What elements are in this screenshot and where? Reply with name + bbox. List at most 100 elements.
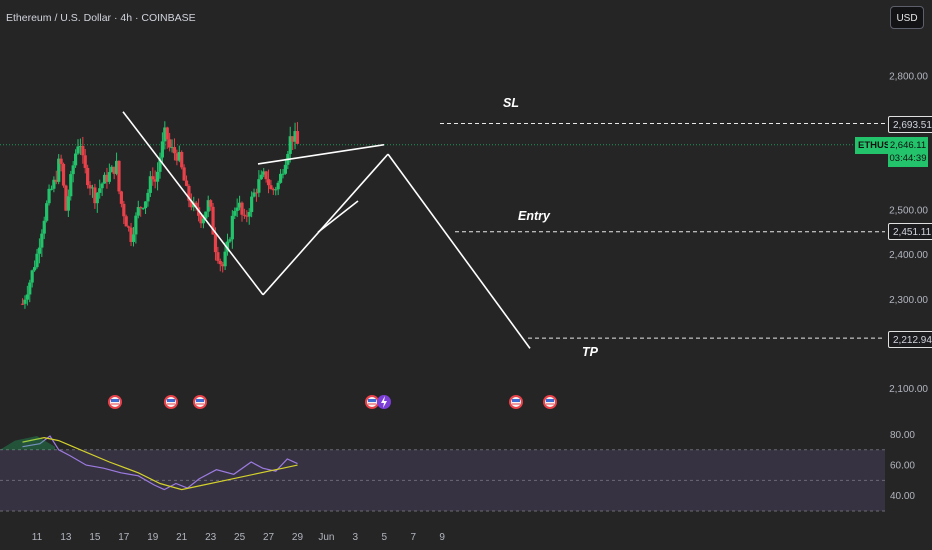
candle-body	[35, 253, 39, 268]
rsi-axis-label: 40.00	[890, 491, 915, 502]
time-axis-label: 29	[292, 532, 304, 543]
candle-body	[230, 215, 234, 240]
candle-body	[264, 171, 268, 180]
candle-body	[122, 203, 126, 217]
candle-body	[213, 234, 218, 253]
candle-body	[40, 233, 44, 248]
candle-body	[78, 146, 83, 148]
price-axis-label: 2,300.00	[889, 295, 928, 306]
candle-body	[30, 270, 34, 283]
candle-body	[242, 214, 247, 216]
time-axis-label: 11	[32, 532, 43, 543]
candle-body	[228, 239, 232, 242]
candle-body	[199, 215, 203, 224]
pattern-line-up	[262, 153, 389, 296]
candle-body	[221, 264, 225, 267]
candle-body	[165, 127, 169, 140]
candle-body	[216, 252, 220, 261]
candles	[20, 121, 300, 309]
candle-body	[49, 188, 54, 190]
price-axis-label: 2,400.00	[889, 250, 928, 261]
rsi-band	[0, 449, 885, 512]
candle-body	[148, 176, 152, 193]
candle-body	[25, 294, 29, 300]
candle-body	[163, 127, 167, 142]
candle-body	[93, 187, 97, 204]
pattern-line-down	[122, 111, 264, 296]
wedge-top-line	[257, 143, 385, 165]
price-axis-label: 2,800.00	[889, 72, 928, 83]
candle-body	[182, 167, 186, 181]
candle-body	[107, 172, 111, 182]
time-axis-label: 17	[118, 532, 130, 543]
candle-body	[276, 182, 280, 190]
currency-button[interactable]: USD	[890, 6, 924, 29]
candle-body	[201, 218, 206, 224]
entry-label: Entry	[518, 209, 550, 223]
us-flag-icon	[543, 395, 557, 409]
candle-body	[247, 212, 251, 217]
candle-body	[223, 251, 227, 267]
event-markers	[108, 395, 557, 409]
us-flag-icon	[108, 395, 122, 409]
lightning-icon	[377, 395, 391, 409]
candle-body	[240, 202, 244, 215]
candle-body	[37, 247, 42, 254]
candle-body	[90, 187, 95, 189]
us-flag-icon	[164, 395, 178, 409]
candle-body	[86, 167, 90, 186]
rsi-overbought-fill	[0, 436, 55, 450]
sl-label: SL	[503, 96, 519, 110]
candle-body	[64, 185, 68, 211]
candle-body	[170, 147, 174, 149]
us-flag-canton	[111, 399, 119, 402]
candle-body	[47, 188, 51, 204]
candle-body	[189, 200, 193, 208]
candle-body	[42, 220, 46, 234]
time-axis-label: 3	[353, 532, 359, 543]
candle-body	[23, 299, 27, 304]
time-axis-label: 13	[60, 532, 72, 543]
sl-price-tag: 2,693.51	[888, 116, 932, 133]
candle-body	[281, 173, 285, 175]
candle-body	[129, 227, 133, 242]
candle-body	[61, 163, 66, 186]
candle-body	[187, 185, 191, 201]
candle-body	[204, 211, 208, 219]
candle-body	[295, 131, 300, 144]
candle-body	[172, 147, 177, 154]
candle-body	[76, 146, 80, 154]
time-axis-label: 15	[89, 532, 101, 543]
candle-body	[168, 139, 172, 148]
candle-body	[117, 160, 121, 192]
candle-body	[237, 202, 242, 208]
time-axis-label: 9	[439, 532, 445, 543]
candle-body	[28, 282, 32, 295]
time-axis-label: 25	[234, 532, 246, 543]
last-price-tag: 2,646.11 03:44:39	[888, 137, 928, 167]
candle-body	[184, 180, 189, 186]
us-flag-canton	[546, 399, 554, 402]
candle-body	[98, 188, 102, 193]
candle-body	[245, 215, 249, 217]
candle-body	[45, 203, 49, 221]
candle-body	[131, 234, 136, 242]
candle-body	[66, 196, 70, 211]
candle-body	[71, 165, 75, 175]
candle-body	[206, 200, 210, 212]
axes: 2,800.00 2,500.00 2,400.00 2,300.00 2,100.00…	[32, 72, 929, 544]
candle-body	[209, 200, 213, 207]
candle-body	[124, 216, 128, 227]
candle-body	[257, 179, 261, 193]
candle-body	[225, 241, 230, 252]
candle-body	[143, 201, 148, 209]
candle-body	[288, 136, 292, 154]
candle-body	[102, 174, 107, 184]
us-flag-icon	[509, 395, 523, 409]
candle-body	[274, 189, 278, 191]
candle-body	[160, 141, 165, 158]
rsi-band-fill	[0, 449, 885, 511]
candle-body	[81, 146, 85, 156]
time-axis-label: 27	[263, 532, 275, 543]
